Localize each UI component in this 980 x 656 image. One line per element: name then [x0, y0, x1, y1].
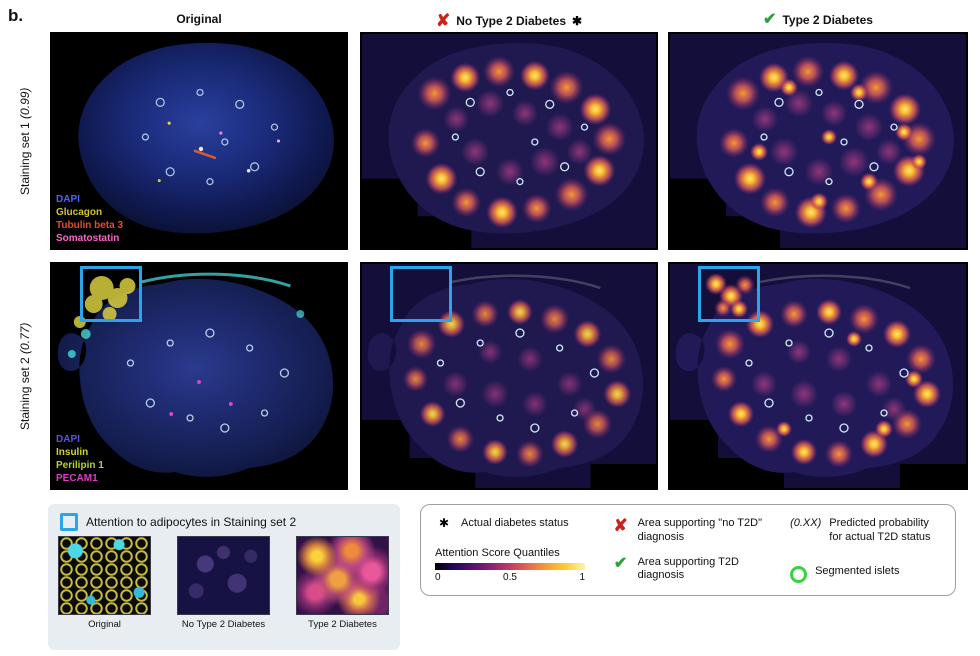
blue-box-icon — [60, 513, 78, 531]
channel-legend-set1: DAPI Glucagon Tubulin beta 3 Somatostati… — [56, 193, 123, 245]
channel-perilipin: Perilipin 1 — [56, 460, 104, 471]
tick-05: 0.5 — [503, 572, 517, 583]
row-label-text: Staining set 2 — [18, 357, 32, 430]
column-header-no-t2d: ✘ No Type 2 Diabetes ✱ — [360, 12, 658, 29]
row-label-staining-set-1: Staining set 1 (0.99) — [18, 32, 34, 250]
column-header-label: No Type 2 Diabetes — [456, 13, 566, 28]
channel-glucagon: Glucagon — [56, 207, 103, 218]
tissue-image-set2-original: DAPI Insulin Perilipin 1 PECAM1 — [50, 262, 348, 490]
colorbar-ticks: 0 0.5 1 — [435, 572, 585, 583]
probability-symbol: (0.XX) — [790, 517, 822, 529]
legend-text: Area supporting T2D diagnosis — [637, 555, 739, 582]
green-check-icon: ✔ — [613, 554, 628, 572]
channel-insulin: Insulin — [56, 447, 89, 458]
panel-label: b. — [8, 6, 24, 25]
tissue-image-set1-original: DAPI Glucagon Tubulin beta 3 Somatostati… — [50, 32, 348, 250]
thumbnail-label: No Type 2 Diabetes — [181, 619, 266, 630]
column-header-t2d: ✔ Type 2 Diabetes — [668, 12, 968, 28]
inset-thumb-no-t2d: No Type 2 Diabetes — [177, 536, 270, 630]
row-probability: (0.99) — [18, 87, 32, 119]
green-check-icon: ✔ — [763, 11, 777, 28]
legend-no-t2d-area: ✘ Area supporting "no T2D" diagnosis — [612, 517, 770, 545]
column-header-original: Original — [50, 12, 348, 26]
tick-1: 1 — [579, 572, 585, 583]
legend-predicted-probability: (0.XX) Predicted probability for actual … — [790, 517, 941, 545]
attention-map-set1-no-t2d — [360, 32, 658, 250]
inset-thumb-t2d: Type 2 Diabetes — [296, 536, 389, 630]
channel-dapi: DAPI — [56, 434, 80, 445]
inset-title: Attention to adipocytes in Staining set … — [86, 515, 297, 529]
channel-dapi: DAPI — [56, 194, 80, 205]
legend-text: Segmented islets — [815, 565, 900, 577]
adipocyte-inset-panel: Attention to adipocytes in Staining set … — [48, 504, 400, 650]
attention-highlight-box — [698, 266, 760, 322]
attention-colorbar — [435, 563, 585, 570]
channel-somatostatin: Somatostatin — [56, 233, 120, 244]
legend-text: Area supporting "no T2D" diagnosis — [637, 517, 762, 543]
thumbnail-t2d-image — [296, 536, 389, 615]
legend-t2d-area: ✔ Area supporting T2D diagnosis — [612, 554, 770, 584]
inset-thumb-original: Original — [58, 536, 151, 630]
channel-tubulin: Tubulin beta 3 — [56, 220, 124, 231]
attention-highlight-box — [80, 266, 142, 322]
column-header-label: Original — [176, 12, 222, 26]
legend-quantiles: Attention Score Quantiles 0 0.5 1 — [435, 547, 592, 583]
figure-legend: ✱ Actual diabetes status Attention Score… — [420, 504, 956, 596]
attention-map-set2-no-t2d — [360, 262, 658, 490]
thumbnail-label: Original — [88, 619, 121, 630]
red-x-icon: ✘ — [613, 516, 628, 535]
attention-highlight-box — [390, 266, 452, 322]
attention-map-set1-t2d — [668, 32, 968, 250]
column-header-label: Type 2 Diabetes — [782, 13, 873, 27]
red-x-icon: ✘ — [435, 11, 451, 30]
legend-text: Predicted probability for actual T2D sta… — [829, 517, 931, 543]
asterisk-icon: ✱ — [438, 516, 450, 530]
row-probability: (0.77) — [18, 322, 32, 354]
thumbnail-label: Type 2 Diabetes — [308, 619, 377, 630]
quantiles-title: Attention Score Quantiles — [435, 547, 560, 559]
thumbnail-no-t2d-image — [177, 536, 270, 615]
channel-pecam1: PECAM1 — [56, 473, 98, 484]
row-label-text: Staining set 1 — [18, 122, 32, 195]
channel-legend-set2: DAPI Insulin Perilipin 1 PECAM1 — [56, 433, 104, 485]
legend-actual-status: ✱ Actual diabetes status — [435, 517, 592, 531]
attention-map-set2-t2d — [668, 262, 968, 490]
thumbnail-original-image — [58, 536, 151, 615]
row-label-staining-set-2: Staining set 2 (0.77) — [18, 262, 34, 490]
asterisk-icon: ✱ — [572, 13, 583, 28]
islet-circle-icon — [790, 566, 808, 583]
legend-text: Actual diabetes status — [461, 517, 569, 529]
legend-segmented-islets: Segmented islets — [790, 565, 941, 583]
tick-0: 0 — [435, 572, 441, 583]
